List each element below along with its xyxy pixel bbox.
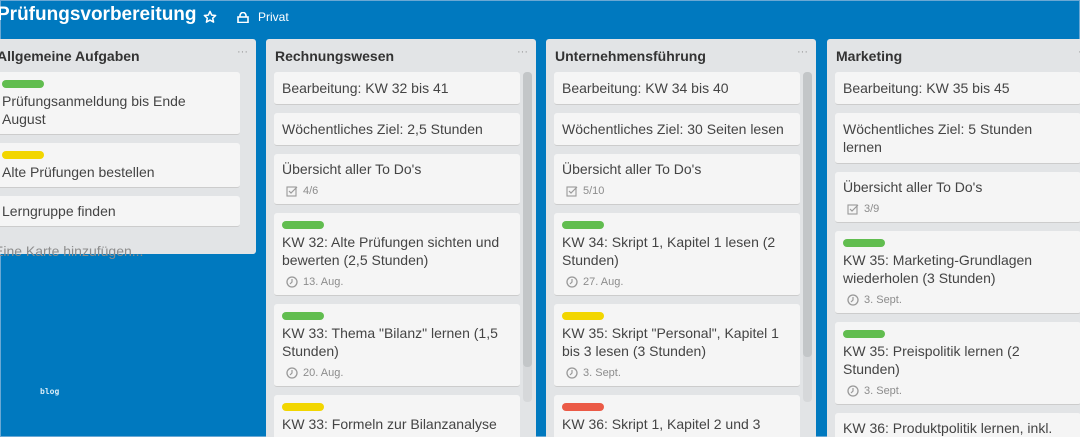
card-title: KW 36: Skript 1, Kapitel 2 und 3 (562, 416, 761, 432)
visibility-label: Privat (258, 10, 289, 24)
card-title: Wöchentliches Ziel: 2,5 Stunden (282, 121, 483, 137)
list-menu-icon[interactable]: ··· (517, 46, 528, 58)
card-title: Alte Prüfungen bestellen (2, 164, 155, 180)
card-title: KW 34: Skript 1, Kapitel 1 lesen (2 Stun… (562, 234, 776, 268)
watermark: blog (40, 387, 60, 396)
clock-icon (847, 385, 859, 397)
label-green[interactable] (282, 312, 324, 320)
scroll-thumb[interactable] (523, 72, 532, 367)
card[interactable]: KW 33: Formeln zur Bilanzanalyse (274, 395, 520, 437)
star-icon (203, 10, 217, 23)
checklist-badge: 3/9 (847, 203, 879, 215)
card[interactable]: KW 33: Thema "Bilanz" lernen (1,5 Stunde… (274, 304, 520, 387)
list-menu-icon[interactable]: ··· (1078, 46, 1080, 58)
card[interactable]: Übersicht aller To Do's 5/10 (554, 154, 800, 205)
card[interactable]: Bearbeitung: KW 34 bis 40 (554, 72, 800, 105)
card-title: KW 32: Alte Prüfungen sichten und bewert… (282, 234, 500, 268)
card-title: Bearbeitung: KW 32 bis 41 (282, 80, 449, 96)
card-title: Prüfungsanmeldung bis Ende August (2, 93, 186, 127)
list-menu-icon[interactable]: ··· (237, 46, 248, 58)
visibility-button[interactable]: Privat (237, 7, 289, 27)
card[interactable]: Wöchentliches Ziel: 2,5 Stunden (274, 113, 520, 146)
card[interactable]: Übersicht aller To Do's 3/9 (835, 172, 1080, 223)
card-title: Übersicht aller To Do's (562, 161, 702, 177)
due-date-badge: 3. Sept. (847, 385, 902, 397)
label-red[interactable] (562, 403, 604, 411)
card[interactable]: KW 36: Produktpolitik lernen, inkl. (835, 413, 1080, 437)
checklist-badge: 5/10 (566, 185, 604, 197)
card[interactable]: Lerngruppe finden (0, 196, 240, 227)
card-title: Übersicht aller To Do's (843, 179, 983, 195)
list-allgemeine-aufgaben: Allgemeine Aufgaben ··· Prüfungsanmeldun… (0, 39, 256, 259)
card-title: Übersicht aller To Do's (282, 161, 422, 177)
list-rechnungswesen: Rechnungswesen ··· Bearbeitung: KW 32 bi… (266, 39, 536, 437)
clock-icon (566, 276, 578, 288)
card[interactable]: KW 35: Preispolitik lernen (2 Stunden) 3… (835, 322, 1080, 405)
list-title[interactable]: Rechnungswesen (275, 48, 395, 64)
due-date-badge: 3. Sept. (847, 294, 902, 306)
list-marketing: Marketing ··· Bearbeitung: KW 35 bis 45 … (827, 39, 1080, 437)
list-header: Unternehmensführung ··· (546, 39, 816, 72)
board-title[interactable]: Prüfungsvorbereitung (0, 4, 197, 25)
card-title: KW 33: Formeln zur Bilanzanalyse (282, 416, 497, 432)
card[interactable]: KW 32: Alte Prüfungen sichten und bewert… (274, 213, 520, 296)
star-button[interactable] (201, 8, 219, 26)
card-title: KW 35: Preispolitik lernen (2 Stunden) (843, 343, 1020, 377)
card[interactable]: KW 35: Skript "Personal", Kapitel 1 bis … (554, 304, 800, 387)
card[interactable]: KW 36: Skript 1, Kapitel 2 und 3 (554, 395, 800, 437)
card-title: KW 36: Produktpolitik lernen, inkl. (843, 420, 1053, 436)
card[interactable]: Bearbeitung: KW 35 bis 45 (835, 72, 1080, 105)
card[interactable]: Wöchentliches Ziel: 5 Stunden lernen (835, 113, 1080, 164)
label-green[interactable] (562, 221, 604, 229)
checklist-badge: 4/6 (286, 185, 318, 197)
label-green[interactable] (282, 221, 324, 229)
card-title: Bearbeitung: KW 34 bis 40 (562, 80, 729, 96)
card[interactable]: KW 34: Skript 1, Kapitel 1 lesen (2 Stun… (554, 213, 800, 296)
clock-icon (566, 367, 578, 379)
card[interactable]: Wöchentliches Ziel: 30 Seiten lesen (554, 113, 800, 146)
clock-icon (286, 367, 298, 379)
card[interactable]: Prüfungsanmeldung bis Ende August (0, 72, 240, 135)
checklist-icon (847, 204, 859, 215)
card-title: Wöchentliches Ziel: 30 Seiten lesen (562, 121, 784, 137)
list-scrollbar[interactable] (523, 72, 532, 402)
list-title[interactable]: Marketing (836, 48, 903, 64)
card[interactable]: KW 35: Marketing-Grundlagen wiederholen … (835, 231, 1080, 314)
clock-icon (286, 276, 298, 288)
checklist-icon (286, 186, 298, 197)
label-yellow[interactable] (282, 403, 324, 411)
card-title: KW 35: Marketing-Grundlagen wiederholen … (843, 252, 1033, 286)
due-date-badge: 3. Sept. (566, 367, 621, 379)
board-header: Prüfungsvorbereitung Privat (0, 1, 1080, 33)
label-green[interactable] (2, 80, 44, 88)
list-title[interactable]: Unternehmensführung (555, 48, 706, 64)
list-unternehmensfuehrung: Unternehmensführung ··· Bearbeitung: KW … (546, 39, 816, 437)
card-title: Bearbeitung: KW 35 bis 45 (843, 80, 1010, 96)
label-yellow[interactable] (562, 312, 604, 320)
card-title: KW 35: Skript "Personal", Kapitel 1 bis … (562, 325, 779, 359)
label-green[interactable] (843, 330, 885, 338)
label-yellow[interactable] (2, 151, 44, 159)
card-title: KW 33: Thema "Bilanz" lernen (1,5 Stunde… (282, 325, 498, 359)
due-date-badge: 13. Aug. (286, 276, 343, 288)
lock-icon (237, 11, 249, 23)
clock-icon (847, 294, 859, 306)
due-date-badge: 20. Aug. (286, 367, 343, 379)
card[interactable]: Übersicht aller To Do's 4/6 (274, 154, 520, 205)
list-header: Allgemeine Aufgaben ··· (0, 39, 256, 72)
list-scrollbar[interactable] (803, 72, 812, 402)
card-title: Lerngruppe finden (2, 203, 116, 219)
list-menu-icon[interactable]: ··· (797, 46, 808, 58)
card-title: Wöchentliches Ziel: 5 Stunden lernen (843, 121, 1033, 155)
list-title[interactable]: Allgemeine Aufgaben (0, 48, 140, 64)
list-header: Rechnungswesen ··· (266, 39, 536, 72)
checklist-icon (566, 186, 578, 197)
label-green[interactable] (843, 239, 885, 247)
scroll-thumb[interactable] (803, 72, 812, 357)
card[interactable]: Alte Prüfungen bestellen (0, 143, 240, 188)
list-header: Marketing ··· (827, 39, 1080, 72)
card[interactable]: Bearbeitung: KW 32 bis 41 (274, 72, 520, 105)
due-date-badge: 27. Aug. (566, 276, 623, 288)
add-card-button[interactable]: Eine Karte hinzufügen... (0, 243, 144, 259)
